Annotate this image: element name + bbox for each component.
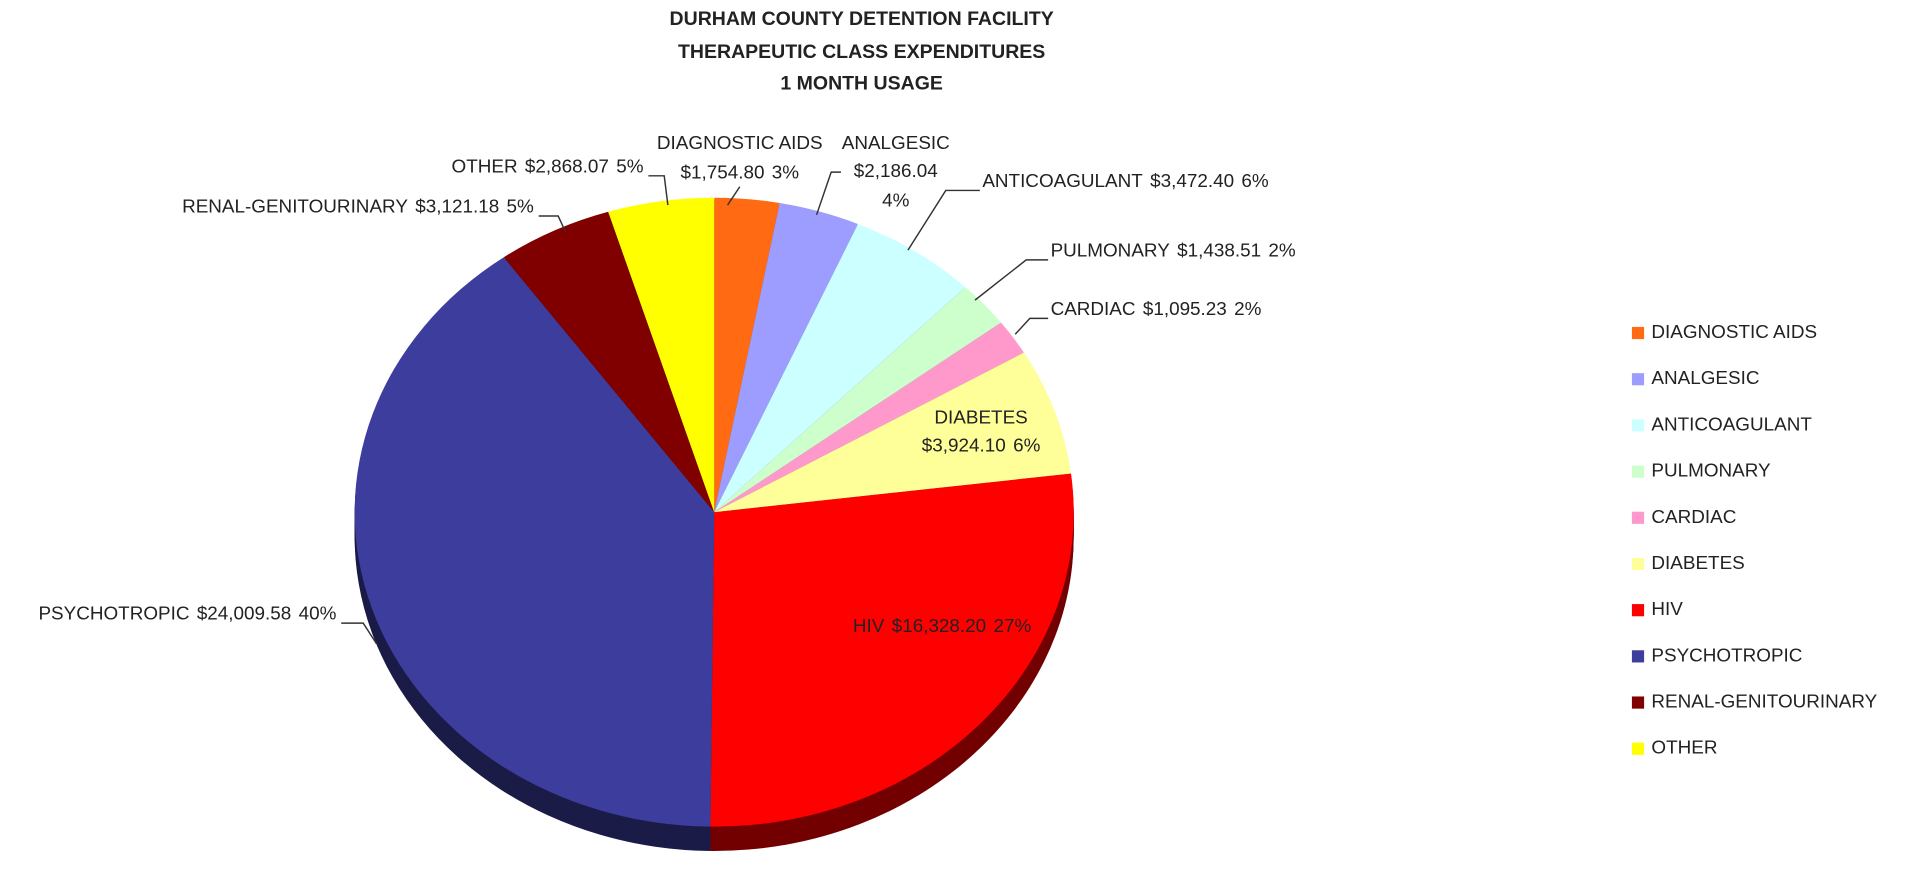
data-label: $1,754.80 3% <box>680 162 799 183</box>
leader-line <box>1014 317 1049 335</box>
slice <box>714 287 1002 513</box>
leader-line <box>907 189 980 251</box>
slice <box>714 203 858 513</box>
slice <box>710 473 1074 827</box>
legend-label: ANALGESIC <box>1651 368 1759 389</box>
data-label-part: $16,328.20 <box>892 616 986 637</box>
chart-title: 1 MONTH USAGE <box>780 73 943 95</box>
legend-label: PULMONARY <box>1651 461 1771 482</box>
legend-swatch <box>1631 742 1645 755</box>
data-label: 4% <box>882 190 909 211</box>
data-label: DIAGNOSTIC AIDS <box>657 133 823 154</box>
data-label: $3,924.10 6% <box>922 435 1041 456</box>
data-label-part: $1,754.80 <box>680 162 764 183</box>
legend-swatch <box>1631 465 1645 478</box>
data-label: PULMONARY $1,438.51 2% <box>1051 240 1296 261</box>
data-label: HIV $16,328.20 27% <box>853 616 1032 637</box>
legend-swatch <box>1631 557 1645 571</box>
legend-label: OTHER <box>1651 738 1717 759</box>
leader-line <box>815 171 841 216</box>
data-label-part: $3,472.40 <box>1150 171 1234 192</box>
leader-line <box>341 622 378 645</box>
data-label-part: OTHER <box>452 156 518 177</box>
data-label-part: 40% <box>299 604 337 625</box>
legend-label: HIV <box>1651 599 1683 620</box>
data-label: ANTICOAGULANT $3,472.40 6% <box>982 171 1269 192</box>
data-label-part: 6% <box>1241 171 1268 192</box>
data-label-part: $24,009.58 <box>197 604 291 625</box>
data-label-part: 6% <box>1013 435 1040 456</box>
slice <box>608 197 715 513</box>
data-label: OTHER $2,868.07 5% <box>452 156 644 177</box>
legend-label: ANTICOAGULANT <box>1651 414 1812 435</box>
data-label-part: 2% <box>1268 240 1295 261</box>
data-label: PSYCHOTROPIC $24,009.58 40% <box>38 604 336 625</box>
legend-swatch <box>1631 604 1645 617</box>
data-label-part: 3% <box>772 162 799 183</box>
leader-line <box>538 215 567 233</box>
leader-line <box>648 175 669 206</box>
legend-label: DIABETES <box>1651 553 1744 574</box>
chart-title: THERAPEUTIC CLASS EXPENDITURES <box>678 41 1045 63</box>
data-label-part: PSYCHOTROPIC <box>38 604 189 625</box>
slice <box>714 322 1024 513</box>
data-label-part: DIABETES <box>934 407 1027 428</box>
legend-label: CARDIAC <box>1651 507 1736 528</box>
chart-title: DURHAM COUNTY DETENTION FACILITY <box>670 8 1054 30</box>
data-label-part: DIAGNOSTIC AIDS <box>657 133 823 154</box>
legend-swatch <box>1631 419 1645 432</box>
data-label: $2,186.04 <box>854 161 938 182</box>
slice <box>714 197 780 513</box>
legend-swatch <box>1631 326 1645 340</box>
legend-label: DIAGNOSTIC AIDS <box>1651 322 1817 343</box>
data-label-part: $3,121.18 <box>415 196 499 217</box>
data-label-part: ANTICOAGULANT <box>982 171 1143 192</box>
data-label-part: 5% <box>616 156 643 177</box>
data-label-part: $3,924.10 <box>922 435 1006 456</box>
legend-swatch <box>1631 511 1645 524</box>
data-label-part: $2,868.07 <box>525 156 609 177</box>
data-label-part: ANALGESIC <box>842 133 950 154</box>
slice <box>503 211 715 513</box>
data-label: ANALGESIC <box>842 133 950 154</box>
legend-label: RENAL-GENITOURINARY <box>1651 692 1877 713</box>
data-label-part: RENAL-GENITOURINARY <box>182 196 408 217</box>
data-label-part: $1,438.51 <box>1177 240 1261 261</box>
data-label-part: $2,186.04 <box>854 161 938 182</box>
slice <box>714 352 1072 513</box>
leader-line <box>974 259 1049 301</box>
slice <box>354 257 715 827</box>
leader-line <box>726 186 741 206</box>
data-label-part: 2% <box>1234 299 1261 320</box>
legend-swatch <box>1631 373 1645 386</box>
slice <box>714 223 966 513</box>
data-label-part: 5% <box>507 196 534 217</box>
data-label-part: 4% <box>882 190 909 211</box>
legend-label: PSYCHOTROPIC <box>1651 645 1802 666</box>
data-label-part: HIV <box>853 616 885 637</box>
data-label: DIABETES <box>934 407 1027 428</box>
data-label: CARDIAC $1,095.23 2% <box>1051 299 1262 320</box>
legend-swatch <box>1631 696 1645 709</box>
data-label-part: $1,095.23 <box>1143 299 1227 320</box>
data-label-part: 27% <box>993 616 1031 637</box>
legend-swatch <box>1631 650 1645 663</box>
data-label-part: PULMONARY <box>1051 240 1171 261</box>
data-label: RENAL-GENITOURINARY $3,121.18 5% <box>182 196 534 217</box>
data-label-part: CARDIAC <box>1051 299 1136 320</box>
